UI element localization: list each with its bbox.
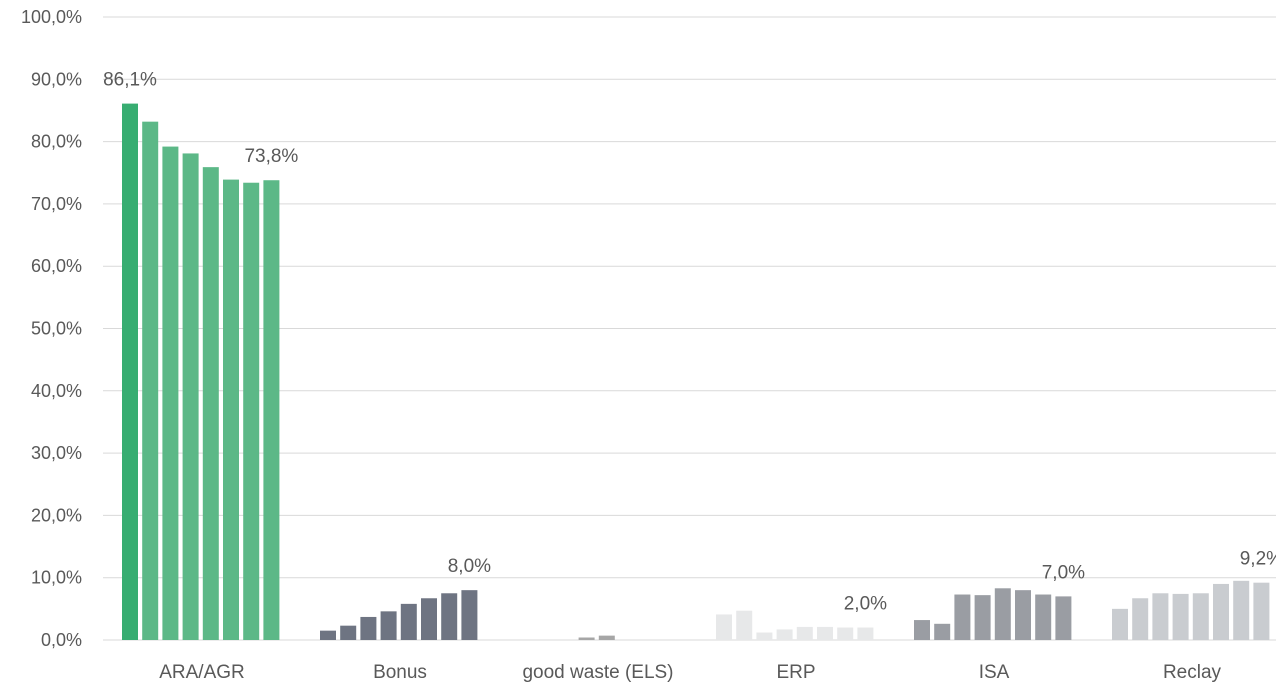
bar: [263, 180, 280, 640]
bar: [223, 179, 239, 640]
data-label: 9,2%: [1240, 549, 1276, 570]
bar: [461, 590, 478, 640]
bar: [1233, 580, 1250, 640]
bar: [598, 635, 615, 640]
bar: [1035, 594, 1052, 640]
y-tick-label: 90,0%: [31, 69, 82, 89]
y-tick-label: 70,0%: [31, 194, 82, 214]
category-label: ISA: [979, 662, 1010, 683]
bar: [1152, 593, 1169, 640]
data-label: 73,8%: [244, 146, 298, 167]
bar: [756, 632, 773, 640]
bar: [934, 623, 951, 640]
bar: [340, 625, 357, 640]
bar: [142, 121, 159, 640]
bar: [1112, 608, 1128, 640]
y-tick-label: 30,0%: [31, 443, 82, 463]
bar: [162, 146, 179, 641]
bar: [1172, 593, 1189, 640]
bar: [1015, 590, 1031, 640]
bar: [380, 611, 397, 640]
bar: [1253, 582, 1270, 640]
bar: [182, 153, 199, 640]
data-label: 2,0%: [844, 594, 887, 615]
y-tick-label: 100,0%: [21, 7, 82, 27]
data-label: 8,0%: [448, 556, 491, 577]
y-axis-tick-labels: 0,0% 10,0% 20,0% 30,0% 40,0% 50,0% 60,0% 70,0% 8…: [21, 7, 82, 650]
bar: [1192, 593, 1209, 640]
data-labels-layer: 86,1% 73,8% 8,0% 2,0% 7,0% 9,2%: [103, 70, 1276, 615]
bar: [857, 627, 874, 640]
bar: [441, 593, 458, 640]
bar: [837, 627, 854, 640]
data-label: 7,0%: [1042, 562, 1085, 583]
bar: [974, 595, 991, 640]
y-tick-label: 50,0%: [31, 319, 82, 339]
bar: [122, 103, 138, 641]
category-label: Bonus: [373, 662, 427, 683]
y-tick-label: 40,0%: [31, 381, 82, 401]
bar: [243, 182, 260, 640]
category-label: good waste (ELS): [522, 662, 673, 683]
bar: [421, 598, 437, 640]
bar: [716, 614, 732, 640]
y-tick-label: 20,0%: [31, 505, 82, 525]
bar: [360, 616, 377, 640]
bar: [1055, 596, 1072, 640]
bar: [954, 594, 971, 640]
y-tick-label: 0,0%: [41, 630, 82, 650]
bar: [1132, 598, 1149, 640]
grid-layer: [103, 16, 1276, 641]
category-label: Reclay: [1163, 662, 1222, 683]
bar: [817, 626, 833, 640]
bar: [202, 167, 219, 640]
bar: [914, 620, 930, 640]
bar: [1213, 583, 1229, 640]
y-tick-label: 80,0%: [31, 132, 82, 152]
bar: [400, 603, 417, 640]
bar: [796, 626, 813, 640]
y-tick-label: 10,0%: [31, 568, 82, 588]
category-label: ERP: [776, 662, 815, 683]
category-labels-layer: ARA/AGR Bonus good waste (ELS) ERP ISA Reclay: [159, 662, 1221, 683]
category-label: ARA/AGR: [159, 662, 245, 683]
bar: [578, 637, 595, 640]
bars-layer: [122, 103, 1270, 641]
bar: [320, 630, 336, 640]
bar: [736, 610, 753, 640]
bar: [776, 629, 793, 640]
bar: [994, 588, 1011, 640]
data-label: 86,1%: [103, 70, 157, 91]
y-tick-label: 60,0%: [31, 256, 82, 276]
